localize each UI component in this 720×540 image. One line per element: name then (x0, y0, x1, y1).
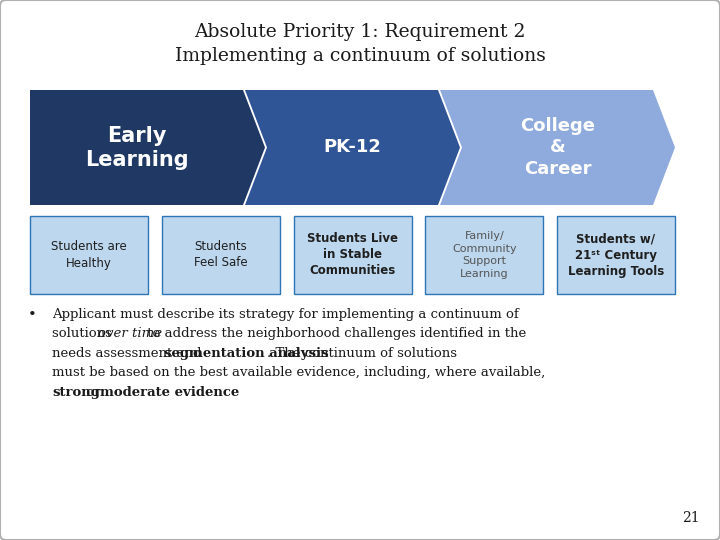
Text: Students
Feel Safe: Students Feel Safe (194, 240, 248, 269)
Text: Students Live
in Stable
Communities: Students Live in Stable Communities (307, 233, 398, 278)
Text: .: . (192, 386, 197, 399)
Text: Applicant must describe its strategy for implementing a continuum of: Applicant must describe its strategy for… (52, 308, 518, 321)
FancyBboxPatch shape (162, 216, 280, 294)
Text: moderate evidence: moderate evidence (100, 386, 239, 399)
FancyBboxPatch shape (426, 216, 544, 294)
Text: strong: strong (52, 386, 100, 399)
FancyBboxPatch shape (294, 216, 412, 294)
Polygon shape (440, 90, 675, 205)
FancyBboxPatch shape (557, 216, 675, 294)
Text: College
&
Career: College & Career (520, 117, 595, 178)
Text: Students are
Healthy: Students are Healthy (51, 240, 127, 269)
Text: Students w/
21ˢᵗ Century
Learning Tools: Students w/ 21ˢᵗ Century Learning Tools (568, 233, 664, 278)
Text: 21: 21 (683, 511, 700, 525)
Text: Family/
Community
Support
Learning: Family/ Community Support Learning (452, 232, 516, 279)
Text: •: • (28, 308, 37, 322)
Text: PK-12: PK-12 (323, 138, 382, 157)
Text: . The continuum of solutions: . The continuum of solutions (267, 347, 457, 360)
Text: Absolute Priority 1: Requirement 2: Absolute Priority 1: Requirement 2 (194, 23, 526, 41)
Text: must be based on the best available evidence, including, where available,: must be based on the best available evid… (52, 367, 545, 380)
Text: Early
Learning: Early Learning (85, 125, 189, 170)
Text: to address the neighborhood challenges identified in the: to address the neighborhood challenges i… (143, 327, 526, 341)
Text: over time: over time (98, 327, 162, 341)
Text: Implementing a continuum of solutions: Implementing a continuum of solutions (174, 47, 546, 65)
Polygon shape (245, 90, 460, 205)
Polygon shape (30, 90, 265, 205)
Text: needs assessment and: needs assessment and (52, 347, 206, 360)
FancyBboxPatch shape (30, 216, 148, 294)
Text: or: or (82, 386, 104, 399)
Text: segmentation analysis: segmentation analysis (164, 347, 328, 360)
Text: solutions: solutions (52, 327, 116, 341)
